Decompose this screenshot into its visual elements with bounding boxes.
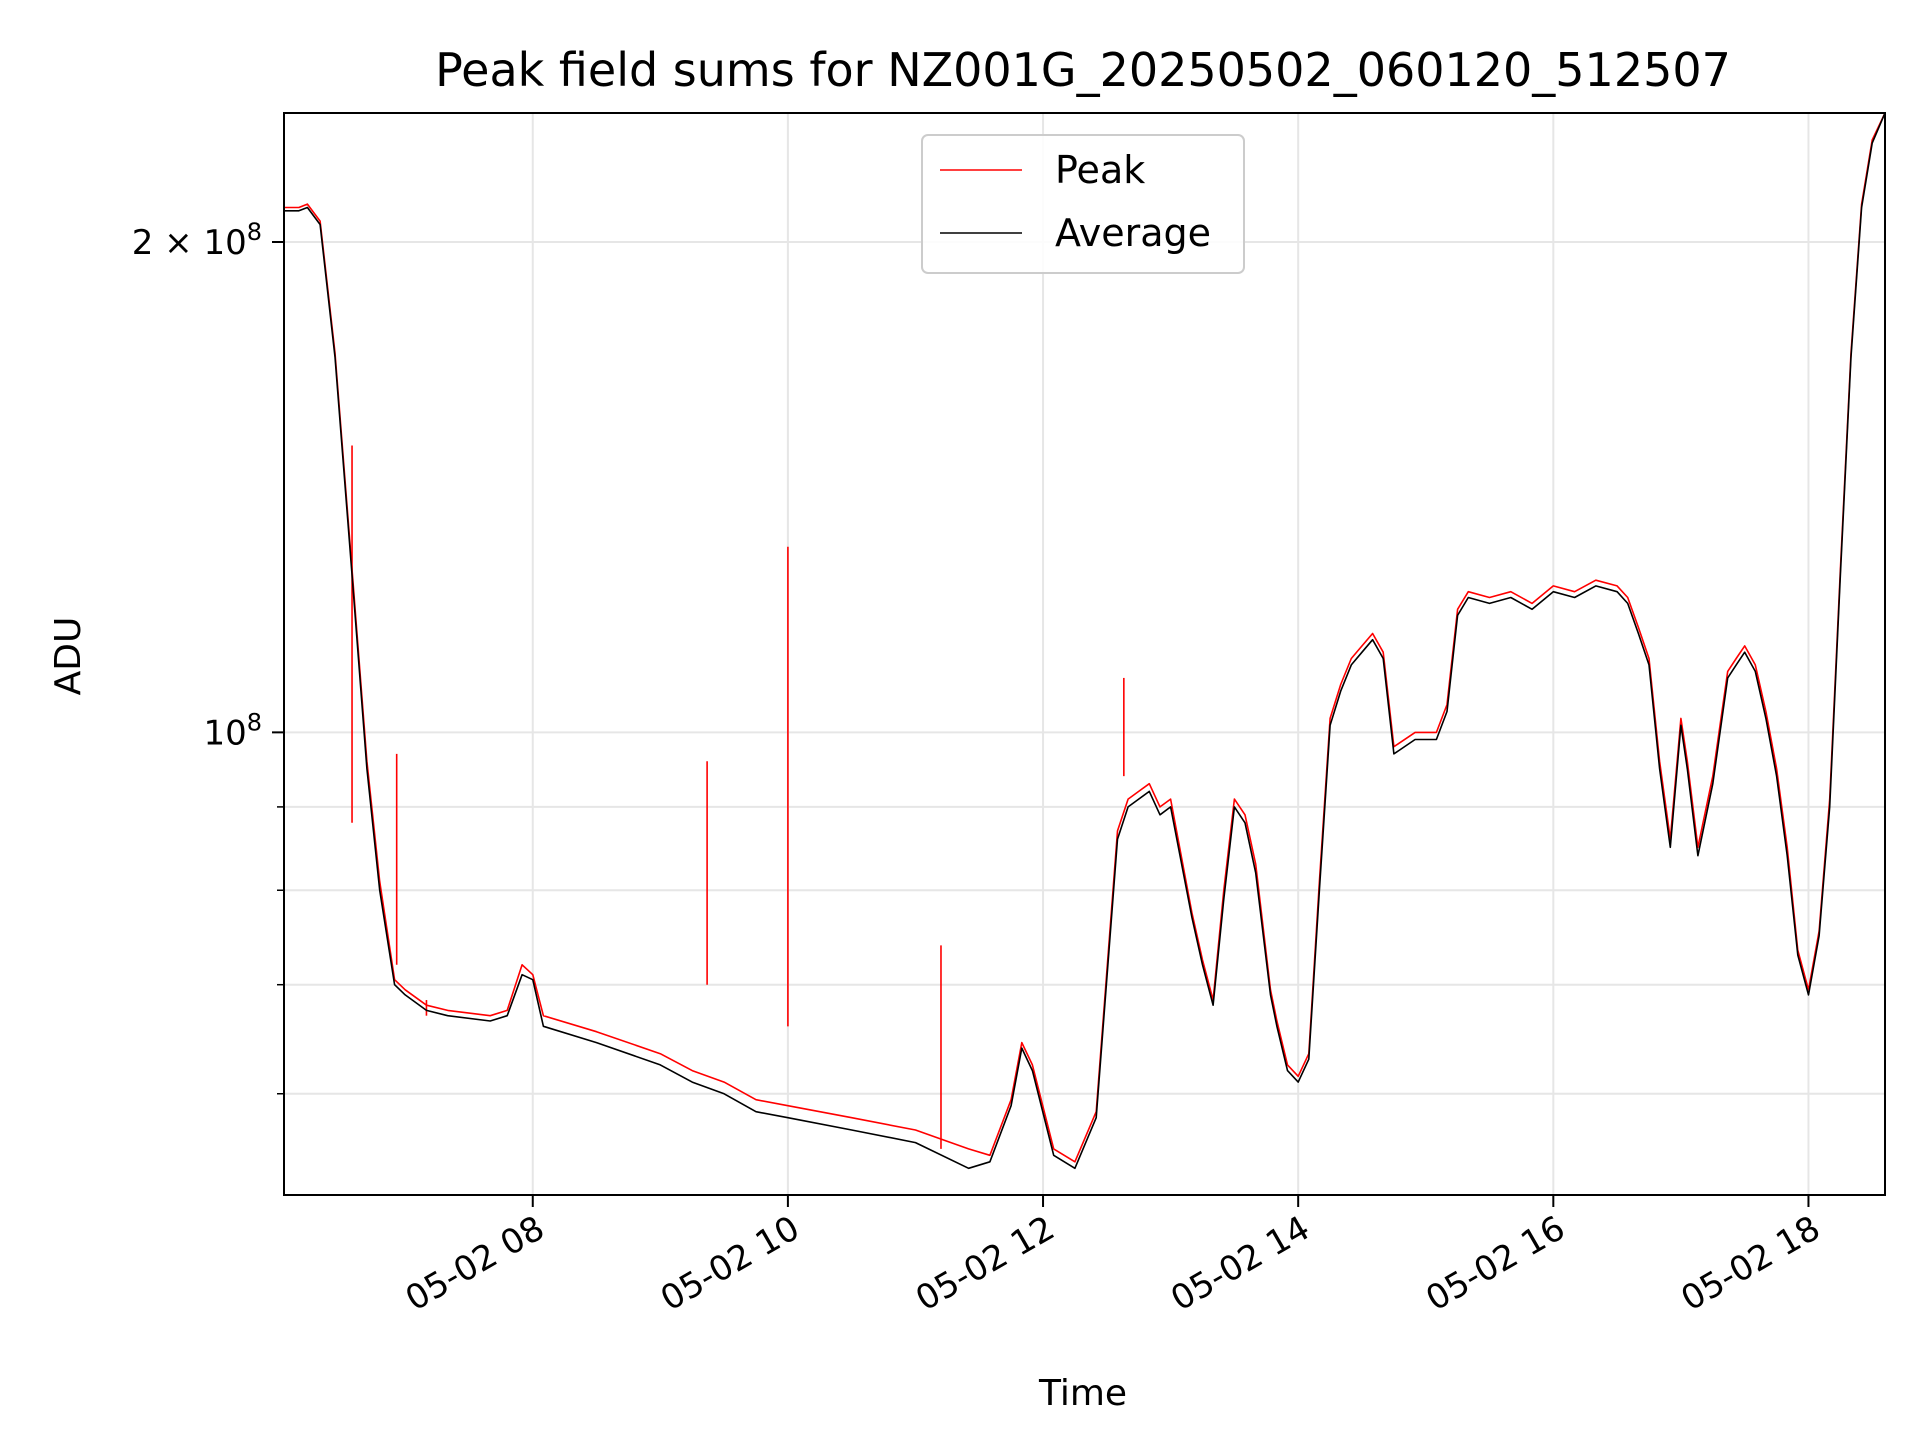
legend-peak-label: Peak: [1055, 148, 1145, 192]
plot-frame: [283, 112, 1886, 1196]
legend-average-label: Average: [1055, 211, 1211, 255]
y-tick-label: 108: [203, 708, 262, 753]
series-layer: [284, 113, 1885, 1170]
y-tick-label: 2 × 108: [132, 218, 262, 263]
series-line-peak: [284, 113, 1885, 1163]
series-line-average: [284, 113, 1885, 1170]
x-axis-label: Time: [1038, 1373, 1127, 1414]
legend: Peak Average: [921, 134, 1245, 274]
y-axis-label: ADU: [48, 617, 89, 696]
chart-title: Peak field sums for NZ001G_20250502_0601…: [435, 43, 1731, 97]
